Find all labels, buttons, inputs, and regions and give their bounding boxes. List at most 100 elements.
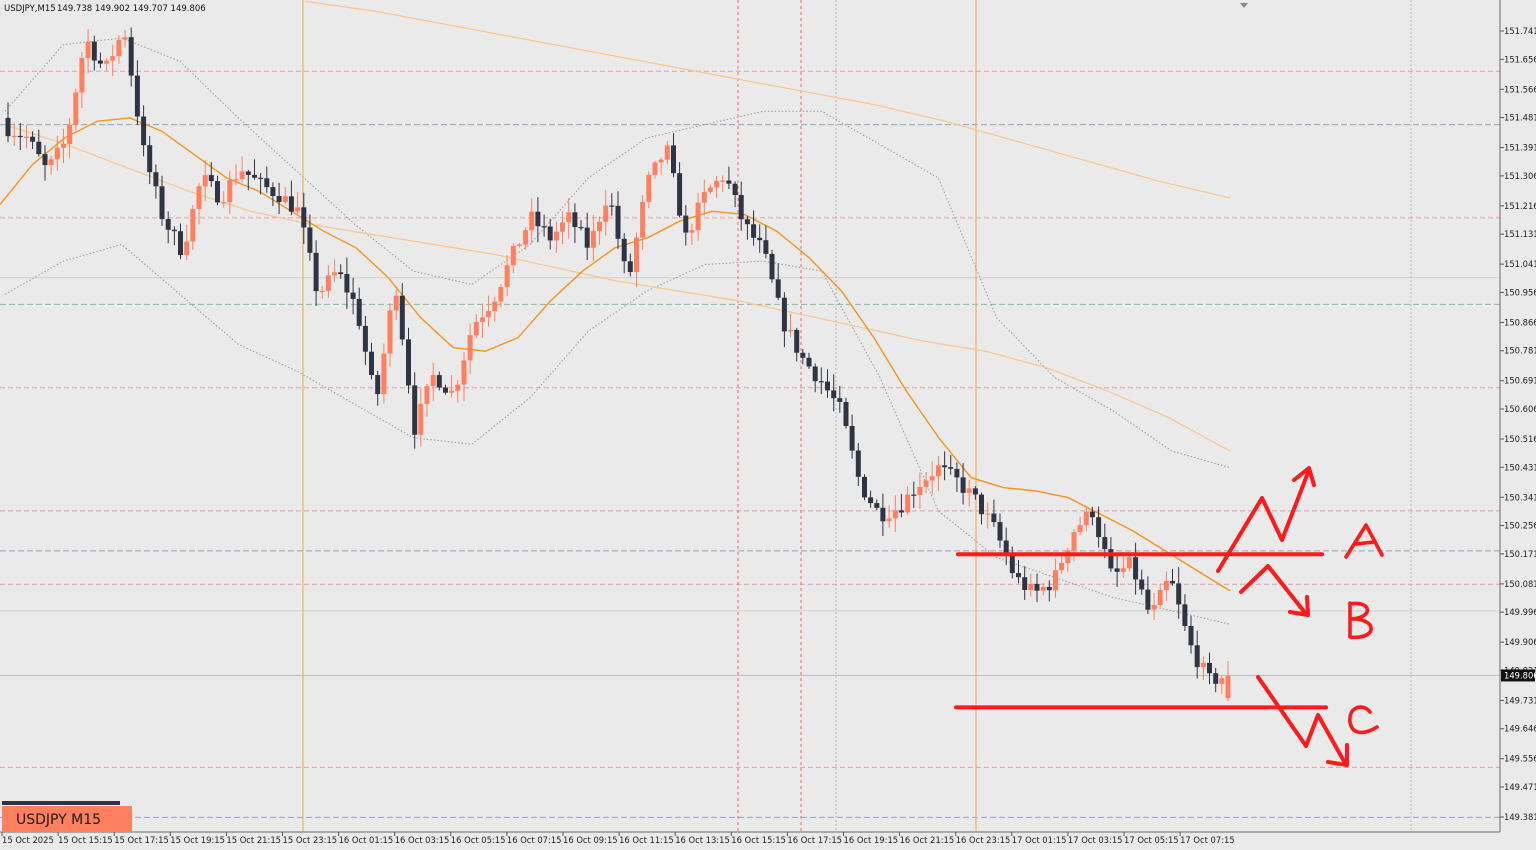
candle-body — [961, 477, 966, 493]
candle-body — [837, 398, 842, 402]
candle-body — [36, 142, 41, 154]
candle-body — [295, 207, 300, 211]
candle-body — [653, 163, 658, 175]
candle-body — [554, 232, 559, 241]
candle-body — [979, 495, 984, 515]
candle-body — [609, 206, 614, 207]
candle-body — [215, 181, 220, 202]
candle-body — [720, 181, 725, 182]
candle-body — [418, 404, 423, 435]
time-tick-label: 17 Oct 05:15 — [1124, 835, 1179, 845]
candle-body — [264, 178, 269, 187]
candle-body — [1072, 532, 1077, 550]
candle-body — [560, 222, 565, 231]
candle-body — [449, 391, 454, 393]
candle-body — [535, 212, 540, 227]
candle-body — [394, 296, 399, 311]
candle-body — [634, 238, 639, 272]
candle-body — [1035, 584, 1040, 591]
candle-body — [92, 42, 97, 61]
candle-body — [307, 228, 312, 253]
price-tick-label: 149.646 — [1504, 724, 1536, 734]
candle-body — [1022, 577, 1027, 590]
candle-body — [110, 56, 115, 60]
candle-body — [443, 388, 448, 393]
price-tick-label: 151.216 — [1504, 201, 1536, 211]
candle-body — [659, 160, 664, 163]
candle-body — [1170, 581, 1175, 584]
candle-body — [807, 358, 812, 367]
candle-body — [800, 353, 805, 358]
candle-body — [344, 274, 349, 293]
candle-body — [498, 287, 503, 302]
candle-body — [1010, 556, 1015, 573]
candle-body — [677, 173, 682, 215]
price-tick-label: 151.306 — [1504, 171, 1536, 181]
candle-body — [794, 330, 799, 353]
candle-body — [98, 61, 103, 64]
candle-body — [172, 230, 177, 232]
candle-body — [1059, 563, 1064, 570]
candle-body — [517, 245, 522, 246]
candle-body — [1133, 557, 1138, 579]
candle-body — [141, 117, 146, 146]
candle-body — [899, 510, 904, 512]
candle-body — [412, 385, 417, 434]
candle-body — [326, 275, 331, 291]
candle-body — [357, 299, 362, 326]
candle-body — [1121, 568, 1126, 572]
candle-body — [733, 184, 738, 195]
candle-body — [954, 469, 959, 478]
candle-body — [1152, 605, 1157, 610]
price-tick-label: 151.131 — [1504, 229, 1536, 239]
candle-body — [1182, 604, 1187, 626]
candle-body — [689, 230, 694, 232]
candle-body — [1102, 537, 1107, 549]
time-tick-label: 16 Oct 13:15 — [675, 835, 730, 845]
candle-body — [1201, 663, 1206, 667]
candle-body — [30, 137, 35, 142]
candle-body — [770, 254, 775, 279]
candle-body — [1065, 550, 1070, 563]
candle-body — [406, 339, 411, 385]
candle-body — [844, 402, 849, 426]
candle-body — [511, 246, 516, 265]
price-tick-label: 149.996 — [1504, 607, 1536, 617]
candle-body — [116, 40, 121, 57]
candle-body — [104, 61, 109, 64]
time-tick-label: 15 Oct 17:15 — [114, 835, 169, 845]
candle-body — [1090, 512, 1095, 518]
candle-body — [967, 488, 972, 493]
candle-body — [1195, 645, 1200, 667]
candle-body — [1127, 557, 1132, 568]
candle-body — [1213, 673, 1218, 684]
badge-underline — [2, 801, 120, 805]
candle-body — [585, 228, 590, 248]
candle-body — [880, 508, 885, 522]
candle-body — [1078, 525, 1083, 532]
candle-body — [351, 293, 356, 299]
candle-body — [486, 311, 491, 317]
candle-body — [270, 187, 275, 196]
candle-body — [277, 196, 282, 202]
candle-body — [24, 137, 29, 138]
price-tick-label: 149.731 — [1504, 695, 1536, 705]
candle-body — [985, 514, 990, 515]
candle-body — [726, 181, 731, 184]
candle-body — [887, 519, 892, 522]
price-tick-label: 150.516 — [1504, 434, 1536, 444]
candle-body — [49, 159, 54, 165]
price-tick-label: 149.471 — [1504, 782, 1536, 792]
candle-body — [991, 514, 996, 523]
candle-body — [468, 335, 473, 360]
time-tick-label: 16 Oct 09:15 — [563, 835, 618, 845]
chart-symbol-timeframe: USDJPY,M15 — [4, 4, 56, 14]
candle-body — [252, 175, 257, 178]
candle-body — [338, 272, 343, 274]
candle-body — [184, 242, 189, 256]
candle-body — [166, 219, 171, 230]
candle-body — [283, 196, 288, 202]
symbol-badge-label: USDJPY M15 — [16, 812, 101, 828]
candle-body — [745, 219, 750, 224]
